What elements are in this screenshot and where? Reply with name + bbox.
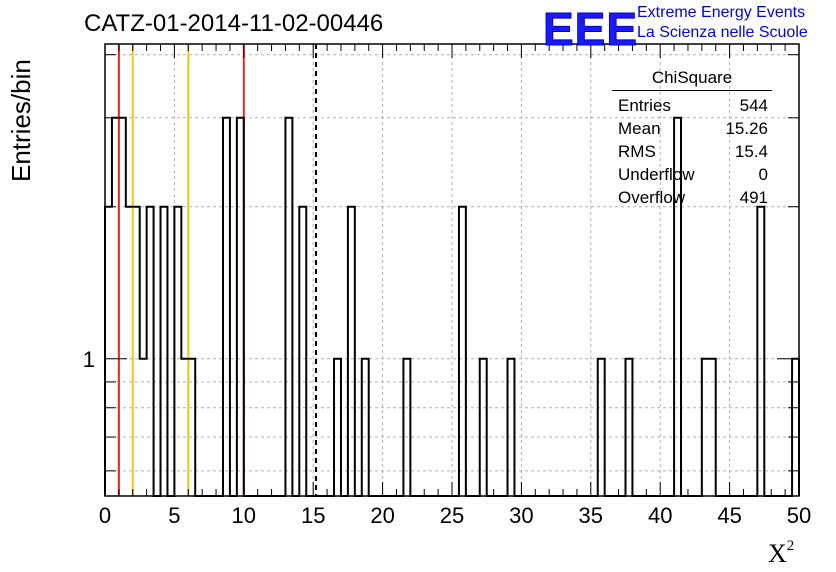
tick-labels: 0 5 10 15 20 25 30 35 40 45 50 1 xyxy=(83,347,811,528)
histogram-bin xyxy=(223,118,230,496)
x-axis-label-exponent: 2 xyxy=(786,538,795,554)
logo-text-line2: La Scienza nelle Scuole xyxy=(637,24,808,41)
histogram-bin xyxy=(480,359,487,496)
x-tick-label: 35 xyxy=(579,503,603,528)
chart-title: CATZ-01-2014-11-02-00446 xyxy=(84,10,384,37)
histogram-bin xyxy=(119,118,126,496)
histogram-bin xyxy=(792,359,799,496)
x-axis-label-base: X xyxy=(768,539,787,568)
stats-row-entries: Entries 544 xyxy=(612,94,772,117)
eee-logo-icon: EEE xyxy=(542,3,639,56)
stats-value: 544 xyxy=(739,96,768,115)
histogram-bin xyxy=(147,207,154,496)
histogram-bin xyxy=(181,359,188,496)
x-tick-label: 0 xyxy=(99,503,111,528)
histogram-bin xyxy=(459,207,466,496)
histogram-bin xyxy=(126,207,133,496)
stats-label: Underflow xyxy=(618,165,695,184)
x-tick-label: 25 xyxy=(440,503,464,528)
x-tick-label: 40 xyxy=(648,503,672,528)
histogram-bin xyxy=(709,359,716,496)
histogram-bin xyxy=(508,359,515,496)
x-tick-label: 50 xyxy=(787,503,811,528)
histogram-bin xyxy=(133,207,140,496)
stats-label: Entries xyxy=(618,96,671,115)
stats-row-overflow: Overflow 491 xyxy=(612,186,772,209)
histogram-bin xyxy=(140,359,147,496)
logo-text-line1: Extreme Energy Events xyxy=(637,4,806,21)
histogram-bin xyxy=(161,207,168,496)
x-tick-label: 20 xyxy=(370,503,394,528)
histogram-bin xyxy=(702,359,709,496)
histogram-bin xyxy=(598,359,605,496)
histogram-bin xyxy=(757,207,764,496)
stats-label: RMS xyxy=(618,142,656,161)
histogram-bin xyxy=(188,359,195,496)
stats-row-rms: RMS 15.4 xyxy=(612,140,772,163)
x-tick-label: 10 xyxy=(232,503,256,528)
x-tick-label: 30 xyxy=(509,503,533,528)
stats-value: 491 xyxy=(739,188,768,207)
stats-value: 0 xyxy=(758,165,768,184)
stats-row-underflow: Underflow 0 xyxy=(612,163,772,186)
x-tick-label: 15 xyxy=(301,503,325,528)
axis-ticks xyxy=(104,44,800,496)
histogram-bin xyxy=(237,118,244,496)
histogram-bin xyxy=(626,359,633,496)
grid xyxy=(105,44,799,496)
histogram-bin xyxy=(403,359,410,496)
histogram-bin xyxy=(174,207,181,496)
stats-label: Overflow xyxy=(618,188,686,207)
stats-label: Mean xyxy=(618,119,661,138)
histogram-bin xyxy=(112,118,119,496)
stats-value: 15.4 xyxy=(734,142,768,161)
stats-value: 15.26 xyxy=(725,119,768,138)
stats-box: ChiSquare Entries 544 Mean 15.26 RMS 15.… xyxy=(612,68,772,209)
histogram-bin xyxy=(334,359,341,496)
histogram-bin xyxy=(285,118,292,496)
x-axis-label: X2 xyxy=(768,538,794,569)
histogram-bin xyxy=(348,207,355,496)
y-tick-label: 1 xyxy=(83,347,95,372)
y-axis-label: Entries/bin xyxy=(6,59,36,182)
stats-row-mean: Mean 15.26 xyxy=(612,117,772,140)
histogram-bin xyxy=(362,359,369,496)
stats-title: ChiSquare xyxy=(612,68,772,91)
histogram-bin xyxy=(299,207,306,496)
x-tick-label: 45 xyxy=(717,503,741,528)
x-tick-label: 5 xyxy=(168,503,180,528)
histogram-bin xyxy=(105,207,112,496)
